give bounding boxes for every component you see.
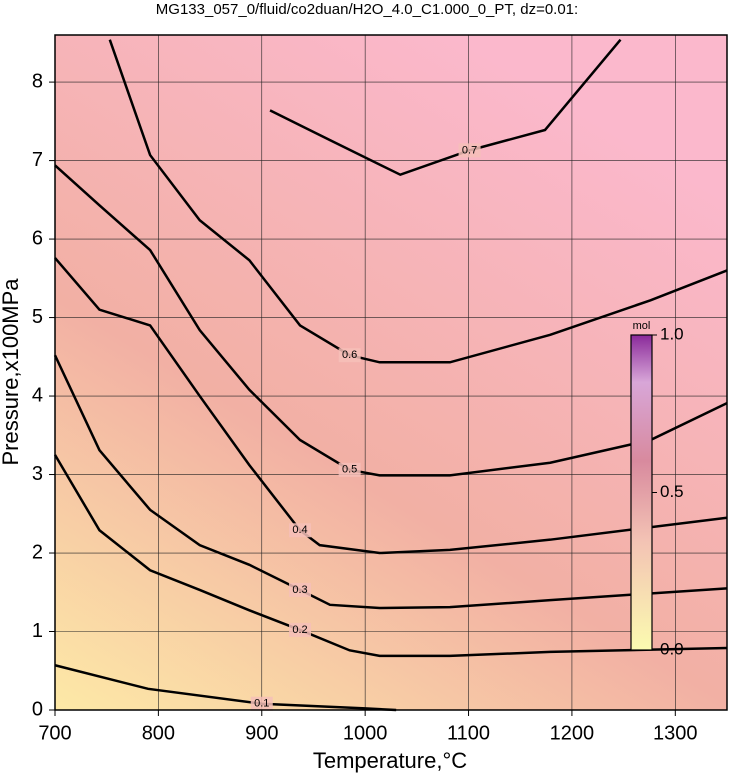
contour-label: 0.5 bbox=[342, 464, 357, 476]
ticks: 700 800 900 1000 1100 1200 1300 0 1 2 3 4 5 6 7 8 bbox=[32, 70, 698, 744]
y-tick-label: 6 bbox=[32, 227, 43, 249]
colorbar-tick-label: 0.0 bbox=[660, 639, 684, 658]
plot-background bbox=[55, 35, 727, 710]
x-tick-label: 800 bbox=[142, 722, 175, 744]
colorbar-tick-label: 1.0 bbox=[660, 324, 684, 343]
contour-label: 0.4 bbox=[292, 524, 307, 536]
contour-label-bg bbox=[289, 582, 312, 597]
y-tick-label: 1 bbox=[32, 620, 43, 642]
y-tick-label: 7 bbox=[32, 149, 43, 171]
chart-title: MG133_057_0/fluid/co2duan/H2O_4.0_C1.000… bbox=[156, 1, 578, 18]
contour-label-bg bbox=[250, 696, 273, 711]
contour-label-bg bbox=[458, 143, 481, 158]
colorbar-label: mol bbox=[633, 320, 651, 332]
x-tick-label: 1000 bbox=[343, 722, 388, 744]
y-tick-label: 0 bbox=[32, 698, 43, 720]
y-tick-label: 5 bbox=[32, 306, 43, 328]
contour-line bbox=[54, 164, 728, 477]
x-axis-label: Temperature,°C bbox=[313, 748, 467, 773]
contour-line bbox=[269, 38, 622, 177]
contour-label-bg bbox=[289, 622, 312, 637]
contours: 0.1 0.2 0.3 0.4 0.5 0.6 0.7 bbox=[53, 38, 728, 712]
y-axis-label: Pressure,x100MPa bbox=[0, 278, 23, 466]
y-tick-label: 2 bbox=[32, 541, 43, 563]
contour-label: 0.2 bbox=[292, 624, 307, 636]
x-tick-label: 900 bbox=[245, 722, 278, 744]
contour-label: 0.6 bbox=[342, 349, 357, 361]
x-tick-label: 1300 bbox=[653, 722, 698, 744]
x-tick-label: 700 bbox=[38, 722, 71, 744]
contour-label: 0.7 bbox=[462, 144, 477, 156]
colorbar: mol 0.0 0.5 1.0 bbox=[630, 320, 684, 658]
x-tick-label: 1100 bbox=[447, 722, 490, 744]
plot-frame bbox=[54, 34, 728, 711]
y-tick-label: 3 bbox=[32, 463, 43, 485]
x-tick-label: 1200 bbox=[550, 722, 595, 744]
contour-label-bg bbox=[338, 462, 361, 477]
contour-label: 0.3 bbox=[292, 584, 307, 596]
colorbar-scale bbox=[630, 334, 653, 651]
y-tick-label: 4 bbox=[32, 384, 43, 406]
contour-label-bg bbox=[338, 348, 361, 363]
contour-label-bg bbox=[289, 523, 312, 538]
contour-label: 0.1 bbox=[254, 698, 269, 710]
colorbar-tick-label: 0.5 bbox=[660, 482, 684, 501]
y-tick-label: 8 bbox=[32, 70, 43, 92]
